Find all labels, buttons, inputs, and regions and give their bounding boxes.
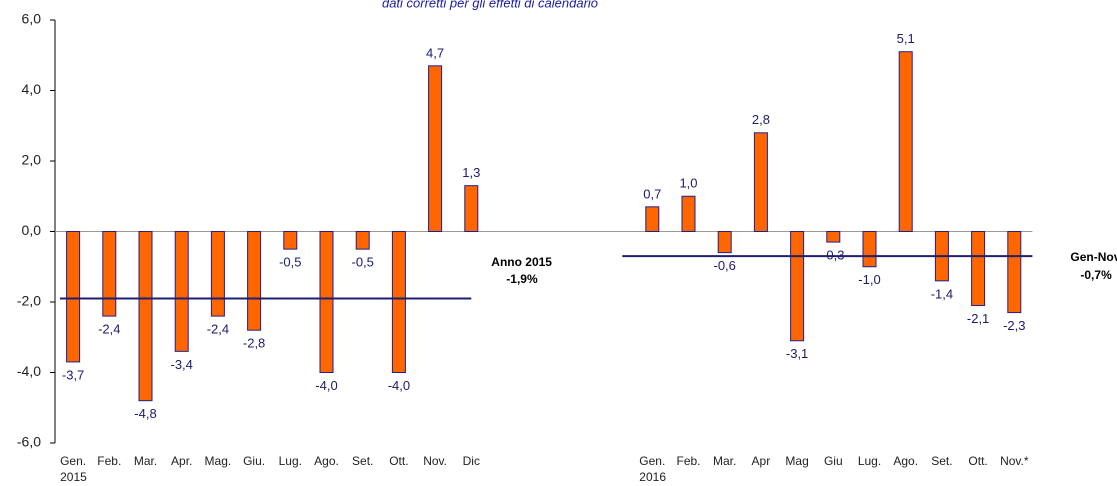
bar: [174, 231, 189, 352]
value-label: 1,3: [462, 165, 480, 180]
x-tick-label: Giu: [824, 454, 843, 468]
value-label: -1,0: [858, 272, 880, 287]
x-tick-label: Feb.: [97, 454, 121, 468]
x-tick-label: Mar.: [134, 454, 157, 468]
chart-subtitle: dati corretti per gli effetti di calenda…: [382, 0, 598, 10]
value-label: -0,6: [713, 258, 735, 273]
x-tick-label: Nov.*: [1000, 454, 1029, 468]
value-label: -4,0: [315, 378, 337, 393]
x-tick-label: Mar.: [713, 454, 736, 468]
value-label: -2,3: [1003, 318, 1025, 333]
bar: [138, 231, 153, 402]
bar: [102, 231, 117, 317]
x-tick-label: Mag: [785, 454, 808, 468]
value-label: 4,7: [426, 45, 444, 60]
x-tick-label: Apr.: [171, 454, 192, 468]
value-label: 0,7: [643, 186, 661, 201]
x-tick-label: Gen.: [60, 454, 86, 468]
value-label: -3,4: [170, 357, 192, 372]
bar: [790, 231, 805, 342]
group-label: 2016: [639, 470, 666, 484]
bar: [1007, 231, 1022, 314]
x-tick-label: Nov.: [423, 454, 447, 468]
bar: [66, 231, 81, 363]
bar: [464, 185, 479, 233]
value-label: 5,1: [897, 31, 915, 46]
average-label: Gen-Nov 2016: [1070, 250, 1117, 264]
x-tick-label: Set.: [352, 454, 373, 468]
value-label: -4,0: [388, 378, 410, 393]
bar: [428, 65, 443, 232]
bar: [355, 231, 370, 250]
value-label: -0,3: [822, 248, 844, 263]
y-tick-label: 4,0: [22, 81, 42, 97]
bar: [391, 231, 406, 373]
x-tick-label: Giu.: [243, 454, 265, 468]
bar: [283, 231, 298, 250]
value-label: -3,1: [786, 346, 808, 361]
value-label: -1,4: [931, 286, 953, 301]
value-label: -3,7: [62, 367, 84, 382]
average-label: Anno 2015: [491, 255, 552, 269]
x-tick-label: Ott.: [389, 454, 408, 468]
x-tick-label: Apr: [752, 454, 771, 468]
bar: [898, 51, 913, 232]
bar: [645, 206, 660, 232]
y-tick-label: 6,0: [22, 11, 42, 27]
bar: [826, 231, 841, 243]
x-tick-label: Feb.: [676, 454, 700, 468]
average-value: -0,7%: [1080, 268, 1112, 282]
value-label: -0,5: [351, 255, 373, 270]
bar: [971, 231, 986, 307]
y-tick-label: -6,0: [17, 434, 41, 450]
value-label: -4,8: [134, 406, 156, 421]
value-label: 2,8: [752, 112, 770, 127]
bar: [862, 231, 877, 268]
bar: [210, 231, 225, 317]
x-tick-label: Mag.: [205, 454, 232, 468]
y-tick-label: -4,0: [17, 363, 41, 379]
y-tick-label: -2,0: [17, 293, 41, 309]
x-tick-label: Set.: [931, 454, 952, 468]
x-tick-label: Dic: [463, 454, 480, 468]
value-label: 1,0: [679, 176, 697, 191]
group-label: 2015: [60, 470, 87, 484]
y-tick-label: 2,0: [22, 152, 42, 168]
x-tick-label: Lug.: [279, 454, 302, 468]
x-tick-label: Lug.: [858, 454, 881, 468]
value-label: -2,4: [98, 322, 120, 337]
x-tick-label: Ago.: [893, 454, 918, 468]
y-tick-label: 0,0: [22, 222, 42, 238]
value-label: -2,4: [207, 322, 229, 337]
bar: [717, 231, 732, 254]
x-tick-label: Gen.: [639, 454, 665, 468]
bar: [753, 132, 768, 232]
bar: [681, 195, 696, 232]
bar: [319, 231, 334, 373]
x-tick-label: Ago.: [314, 454, 339, 468]
value-label: -0,5: [279, 255, 301, 270]
average-value: -1,9%: [506, 272, 538, 286]
x-tick-label: Ott.: [968, 454, 987, 468]
bar: [247, 231, 262, 331]
value-label: -2,1: [967, 311, 989, 326]
value-label: -2,8: [243, 336, 265, 351]
